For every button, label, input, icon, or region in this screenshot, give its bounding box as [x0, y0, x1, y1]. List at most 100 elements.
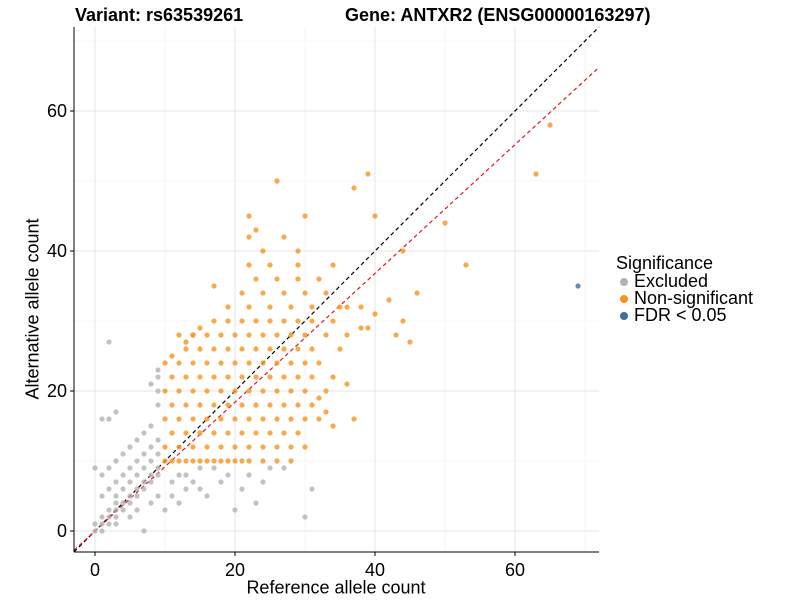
point-non-significant — [372, 311, 378, 317]
point-non-significant — [176, 458, 182, 464]
point-excluded — [197, 486, 203, 492]
point-non-significant — [295, 276, 301, 282]
point-non-significant — [281, 374, 287, 380]
point-excluded — [155, 374, 161, 380]
point-excluded — [106, 339, 112, 345]
point-excluded — [106, 521, 112, 527]
point-non-significant — [309, 318, 315, 324]
point-non-significant — [274, 388, 280, 394]
point-non-significant — [232, 332, 238, 338]
point-non-significant — [267, 402, 273, 408]
point-non-significant — [281, 290, 287, 296]
point-excluded — [120, 486, 126, 492]
point-excluded — [127, 493, 133, 499]
point-non-significant — [337, 346, 343, 352]
point-excluded — [155, 451, 161, 457]
point-excluded — [225, 472, 231, 478]
point-non-significant — [197, 402, 203, 408]
legend-title: Significance — [616, 253, 714, 273]
point-excluded — [134, 437, 140, 443]
point-non-significant — [274, 332, 280, 338]
point-excluded — [218, 479, 224, 485]
legend-dot-icon — [620, 294, 628, 303]
point-non-significant — [239, 458, 245, 464]
point-excluded — [239, 486, 245, 492]
point-excluded — [113, 479, 119, 485]
point-non-significant — [533, 171, 539, 177]
legend-item-excluded: Excluded — [616, 271, 753, 291]
legend-label: Non-significant — [634, 288, 754, 308]
point-non-significant — [183, 430, 189, 436]
point-non-significant — [274, 178, 280, 184]
point-non-significant — [316, 360, 322, 366]
point-excluded — [162, 507, 168, 513]
point-non-significant — [162, 458, 168, 464]
point-non-significant — [260, 290, 266, 296]
point-excluded — [120, 500, 126, 506]
point-excluded — [141, 528, 147, 534]
point-non-significant — [253, 402, 259, 408]
point-excluded — [169, 493, 175, 499]
point-non-significant — [400, 248, 406, 254]
point-non-significant — [169, 353, 175, 359]
point-excluded — [106, 465, 112, 471]
fitted-ratio-line — [73, 66, 600, 551]
point-non-significant — [204, 332, 210, 338]
point-excluded — [190, 479, 196, 485]
point-non-significant — [323, 409, 329, 415]
point-non-significant — [246, 262, 252, 268]
point-excluded — [246, 472, 252, 478]
point-non-significant — [162, 416, 168, 422]
point-excluded — [155, 437, 161, 443]
point-non-significant — [365, 171, 371, 177]
point-non-significant — [176, 360, 182, 366]
point-non-significant — [246, 388, 252, 394]
point-non-significant — [267, 374, 273, 380]
point-non-significant — [162, 388, 168, 394]
point-non-significant — [169, 458, 175, 464]
point-non-significant — [288, 444, 294, 450]
point-non-significant — [295, 402, 301, 408]
point-excluded — [183, 486, 189, 492]
point-excluded — [309, 486, 315, 492]
point-non-significant — [358, 325, 364, 331]
point-non-significant — [344, 304, 350, 310]
point-excluded — [113, 507, 119, 513]
x-tick-label: 20 — [225, 560, 245, 580]
point-excluded — [148, 458, 154, 464]
point-excluded — [176, 472, 182, 478]
point-excluded — [127, 514, 133, 520]
point-non-significant — [190, 416, 196, 422]
point-non-significant — [176, 332, 182, 338]
point-excluded — [232, 507, 238, 513]
point-excluded — [106, 514, 112, 520]
point-excluded — [113, 514, 119, 520]
point-excluded — [197, 465, 203, 471]
point-excluded — [113, 500, 119, 506]
point-excluded — [127, 500, 133, 506]
legend-label: FDR < 0.05 — [634, 305, 727, 325]
point-excluded — [141, 479, 147, 485]
point-non-significant — [183, 346, 189, 352]
y-tick-label: 40 — [47, 241, 67, 261]
point-non-significant — [295, 374, 301, 380]
point-non-significant — [246, 360, 252, 366]
point-non-significant — [176, 388, 182, 394]
point-non-significant — [281, 234, 287, 240]
point-non-significant — [246, 458, 252, 464]
legend-item-fdr: FDR < 0.05 — [616, 305, 753, 325]
point-non-significant — [169, 402, 175, 408]
point-excluded — [99, 528, 105, 534]
point-excluded — [113, 409, 119, 415]
point-excluded — [148, 479, 154, 485]
point-excluded — [155, 367, 161, 373]
point-non-significant — [400, 318, 406, 324]
point-non-significant — [330, 262, 336, 268]
point-excluded — [113, 493, 119, 499]
point-non-significant — [260, 444, 266, 450]
point-non-significant — [302, 360, 308, 366]
point-excluded — [106, 507, 112, 513]
point-non-significant — [547, 122, 553, 128]
point-non-significant — [232, 388, 238, 394]
